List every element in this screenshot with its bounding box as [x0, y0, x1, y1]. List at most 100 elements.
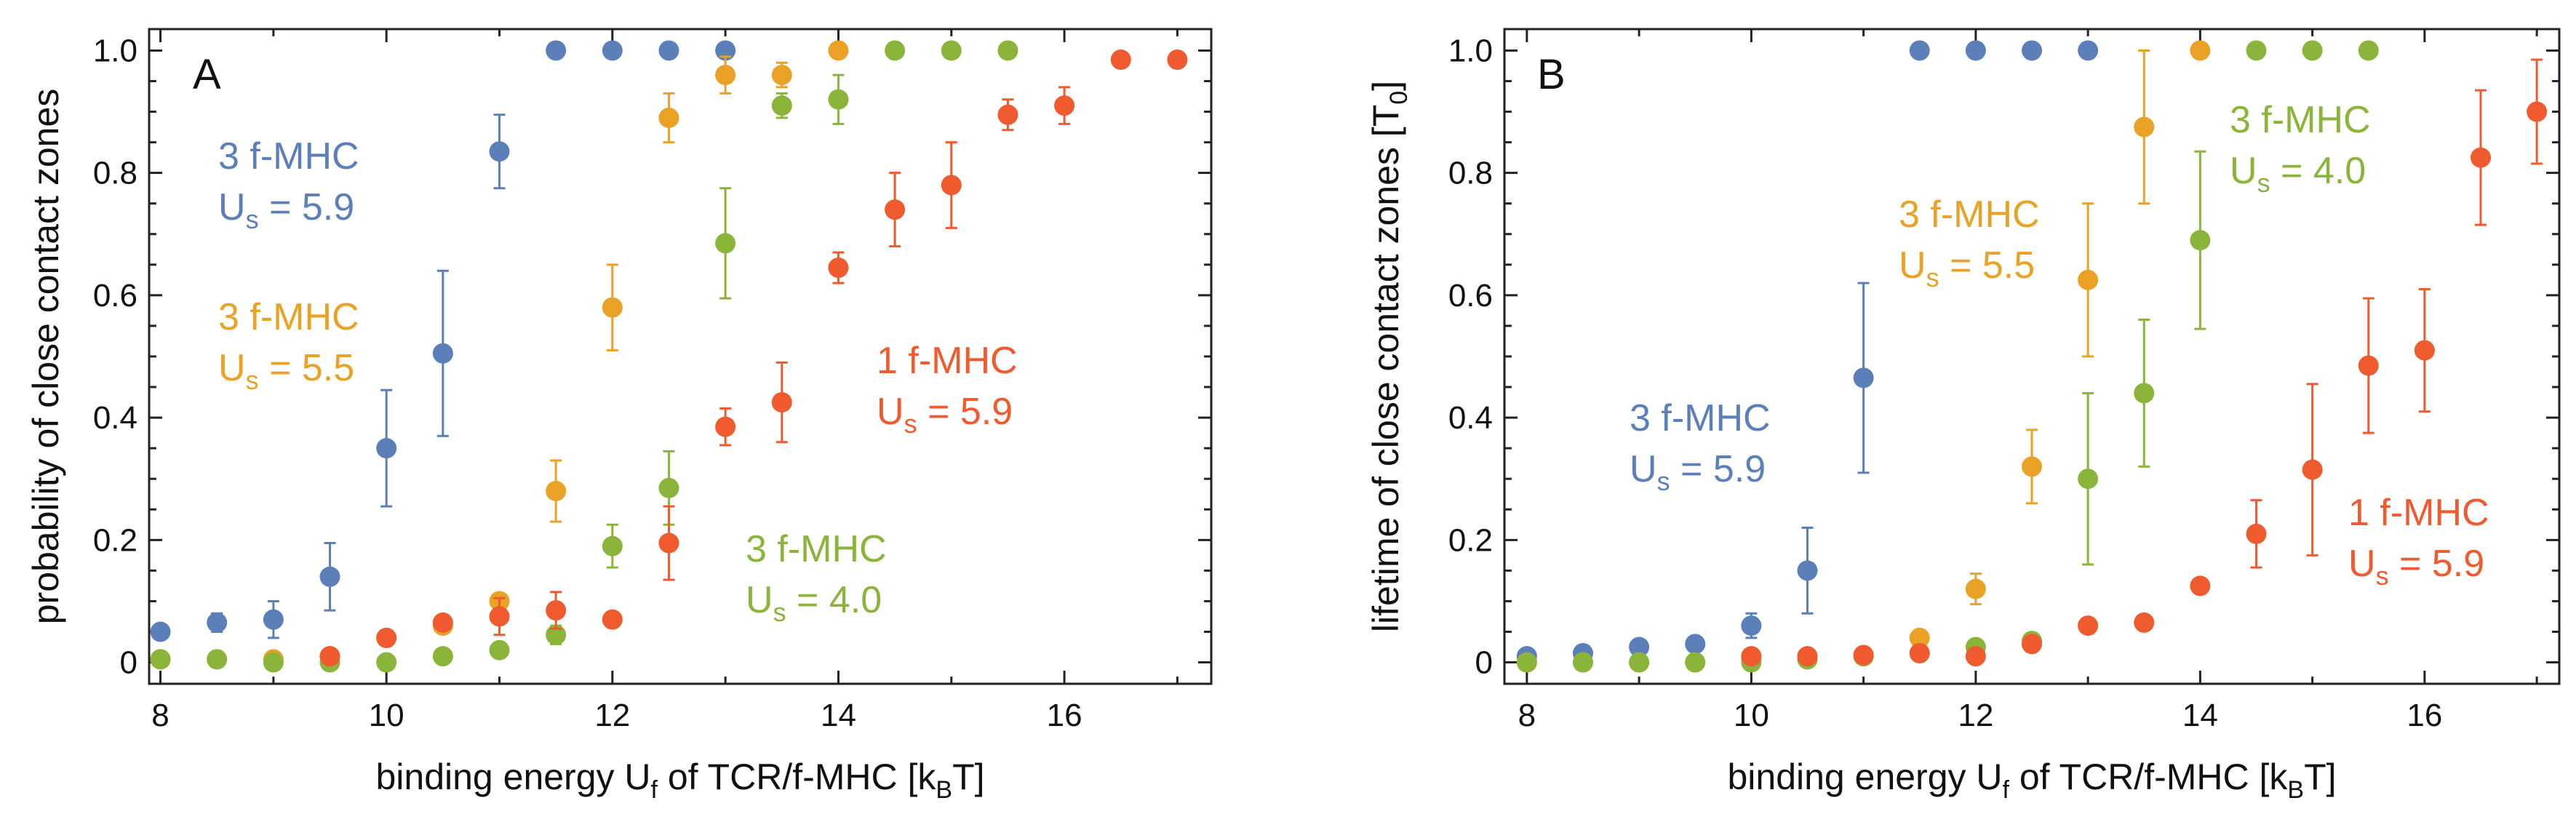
- panel-b-x-tick-label: 12: [1958, 698, 1993, 733]
- data-point: [658, 477, 679, 498]
- data-point: [2527, 101, 2548, 122]
- data-point: [658, 107, 679, 128]
- data-point: [941, 175, 962, 196]
- data-point: [2190, 40, 2211, 61]
- panel-b-annotation-blue-line2: Us = 5.9: [1630, 448, 1766, 496]
- panel-a-annotation-orange-line1: 3 f-MHC: [218, 296, 359, 338]
- data-point: [546, 40, 567, 61]
- data-point: [2190, 575, 2211, 596]
- data-point: [2022, 456, 2042, 477]
- panel-a-x-tick-label: 14: [821, 698, 856, 733]
- data-point: [1965, 578, 1986, 599]
- data-point: [2078, 40, 2099, 61]
- data-point: [2022, 634, 2042, 655]
- data-point: [1685, 652, 1706, 673]
- panel-b-y-tick-label: 0.4: [1448, 400, 1493, 436]
- data-point: [602, 535, 623, 556]
- data-point: [1110, 49, 1131, 71]
- data-point: [715, 233, 736, 254]
- data-point: [150, 621, 171, 642]
- data-point: [319, 646, 340, 667]
- data-point: [263, 609, 284, 630]
- panel-a-y-tick-label: 0: [120, 645, 137, 681]
- panel-a-y-tick-label: 0.8: [93, 156, 137, 191]
- panel-a-points: [150, 40, 1188, 673]
- data-point: [828, 40, 849, 61]
- panel-b-y-tick-label: 0.6: [1448, 278, 1493, 314]
- data-point: [2246, 523, 2267, 544]
- data-point: [1909, 642, 1930, 663]
- data-point: [2134, 116, 2155, 137]
- data-point: [1909, 40, 1930, 61]
- panel-b-annotation-orange-line1: 3 f-MHC: [1899, 193, 2040, 236]
- panel-a-x-tick-label: 16: [1047, 698, 1082, 733]
- panel-b-annotation-red-line2: Us = 5.9: [2348, 543, 2484, 591]
- data-point: [602, 609, 623, 630]
- data-point: [376, 627, 397, 648]
- data-point: [1167, 49, 1188, 71]
- panel-b-y-tick-label: 0: [1475, 645, 1493, 681]
- panel-b-letter: B: [1537, 51, 1566, 98]
- data-point: [207, 612, 228, 633]
- data-point: [1853, 645, 1874, 666]
- panel-a-letter: A: [193, 51, 221, 98]
- panel-b-annotation-red-line1: 1 f-MHC: [2348, 492, 2489, 534]
- panel-a-annotation-red-line1: 1 f-MHC: [877, 340, 1018, 382]
- panel-a-x-axis-title: binding energy Uf of TCR/f-MHC [kBT]: [375, 757, 984, 804]
- panel-b-x-axis-title: binding energy Uf of TCR/f-MHC [kBT]: [1727, 757, 2336, 804]
- data-point: [1797, 646, 1818, 667]
- panel-b-annotation-blue-line1: 3 f-MHC: [1630, 397, 1771, 439]
- panel-b-y-tick-label: 0.8: [1448, 156, 1493, 191]
- panel-b-y-axis-title: lifetime of close contact zones [T0]: [1365, 81, 1413, 632]
- data-point: [1629, 652, 1650, 673]
- panel-b-x-tick-label: 8: [1518, 698, 1536, 733]
- data-point: [2022, 40, 2042, 61]
- panel-a-y-tick-label: 1.0: [93, 33, 137, 68]
- data-point: [1685, 634, 1706, 655]
- panel-a-y-axis-title: probability of close contact zones: [25, 89, 66, 625]
- data-point: [885, 199, 906, 220]
- data-point: [2078, 468, 2099, 490]
- data-point: [771, 392, 792, 413]
- data-point: [658, 40, 679, 61]
- data-point: [1797, 560, 1818, 581]
- data-point: [432, 646, 453, 667]
- panel-a-x-tick-label: 10: [369, 698, 404, 733]
- data-point: [1516, 652, 1537, 673]
- data-point: [376, 438, 397, 459]
- data-point: [2134, 383, 2155, 404]
- data-point: [263, 652, 284, 673]
- panel-a-y-tick-label: 0.2: [93, 522, 137, 558]
- data-point: [715, 65, 736, 86]
- panel-a-x-tick-label: 12: [594, 698, 630, 733]
- data-point: [997, 40, 1018, 61]
- panel-a-y-tick-label: 0.6: [93, 278, 137, 314]
- data-point: [2471, 147, 2492, 168]
- data-point: [828, 89, 849, 110]
- data-point: [1572, 652, 1593, 673]
- data-point: [207, 649, 228, 670]
- data-point: [602, 297, 623, 318]
- data-point: [319, 566, 340, 587]
- data-point: [546, 481, 567, 502]
- data-point: [2078, 615, 2099, 637]
- data-point: [2358, 355, 2379, 376]
- data-point: [489, 606, 510, 627]
- data-point: [2190, 230, 2211, 251]
- panel-a: A 8 10 12 14 16 0 0.2 0.4 0.6 0.8 1.0 binding ener…: [25, 28, 1213, 804]
- panel-b-x-tick-label: 14: [2182, 698, 2218, 733]
- panel-b-x-tick-label: 10: [1734, 698, 1769, 733]
- panel-b-frame: [1503, 28, 2561, 685]
- data-point: [432, 343, 453, 364]
- data-point: [2302, 40, 2323, 61]
- data-point: [489, 639, 510, 661]
- panel-b-y-tick-label: 0.2: [1448, 522, 1493, 558]
- data-point: [715, 416, 736, 437]
- panel-a-y-tick-label: 0.4: [93, 400, 137, 436]
- data-point: [828, 258, 849, 279]
- panel-b-x-tick-label: 16: [2406, 698, 2442, 733]
- panel-a-annotation-blue-line1: 3 f-MHC: [218, 135, 359, 177]
- data-point: [376, 652, 397, 673]
- data-point: [1853, 367, 1874, 388]
- data-point: [1965, 646, 1986, 667]
